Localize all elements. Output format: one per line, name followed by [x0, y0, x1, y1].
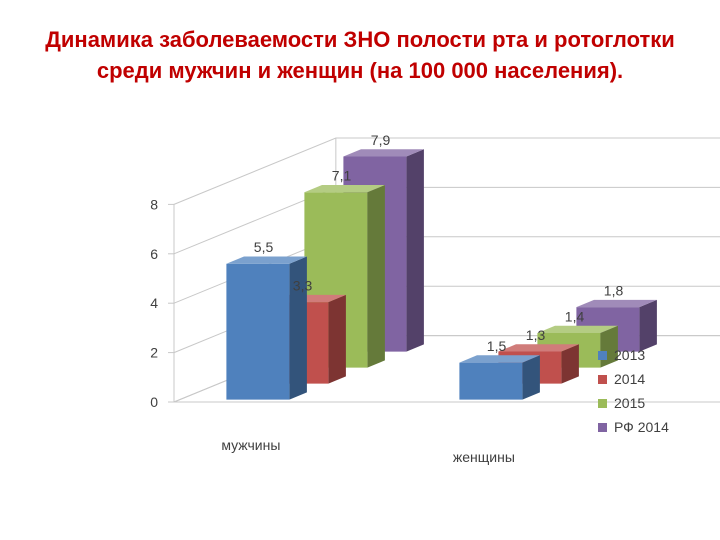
- bar-side: [289, 256, 307, 400]
- y-tick-label: 2: [150, 345, 158, 361]
- bar-top: [226, 256, 307, 264]
- bar-side: [522, 355, 540, 400]
- bar-front: [459, 362, 523, 400]
- legend: 2013 2014 2015 РФ 2014: [598, 347, 669, 435]
- data-label: 7,1: [332, 168, 352, 184]
- y-tick-label: 8: [150, 196, 158, 212]
- x-axis: мужчины женщины: [221, 437, 515, 465]
- bar-top: [459, 355, 540, 363]
- bar-top: [537, 325, 618, 333]
- legend-label: 2013: [614, 347, 645, 363]
- bars: [226, 149, 657, 400]
- gridline: [173, 137, 720, 205]
- data-label: 1,5: [487, 338, 507, 354]
- data-labels: 7,9 1,8 7,1 1,4 3,3 1,3 5,5 1,5: [254, 132, 624, 354]
- bar-side: [328, 294, 346, 384]
- data-label: 1,8: [604, 283, 624, 299]
- y-tick-label: 0: [150, 394, 158, 410]
- bar-front: [226, 263, 290, 400]
- data-label: 5,5: [254, 239, 274, 255]
- bar-top: [576, 299, 657, 308]
- legend-swatch: [598, 351, 607, 360]
- bar-top: [343, 149, 424, 157]
- y-tick-label: 4: [150, 295, 158, 311]
- data-label: 1,3: [526, 327, 546, 343]
- x-category-label: женщины: [453, 449, 515, 465]
- legend-swatch: [598, 375, 607, 384]
- legend-swatch: [598, 399, 607, 408]
- page-title: Динамика заболеваемости ЗНО полости рта …: [45, 27, 675, 83]
- bar-side: [561, 344, 579, 384]
- bar-мужчины-2013: [226, 256, 307, 400]
- legend-label: 2014: [614, 371, 645, 387]
- data-label: 1,4: [565, 308, 585, 324]
- data-label: 3,3: [293, 277, 313, 293]
- y-axis: 0 2 4 6 8: [150, 196, 174, 410]
- bar-side: [406, 149, 424, 352]
- x-category-label: мужчины: [221, 437, 280, 453]
- legend-swatch: [598, 423, 607, 432]
- y-tick-label: 6: [150, 246, 158, 262]
- bar-top: [498, 344, 579, 352]
- data-label: 7,9: [371, 132, 391, 148]
- bar-top: [304, 185, 385, 193]
- legend-label: РФ 2014: [614, 419, 669, 435]
- bar-side: [639, 299, 657, 352]
- bar-side: [367, 185, 385, 368]
- bar-женщины-2013: [459, 355, 540, 400]
- legend-label: 2015: [614, 395, 645, 411]
